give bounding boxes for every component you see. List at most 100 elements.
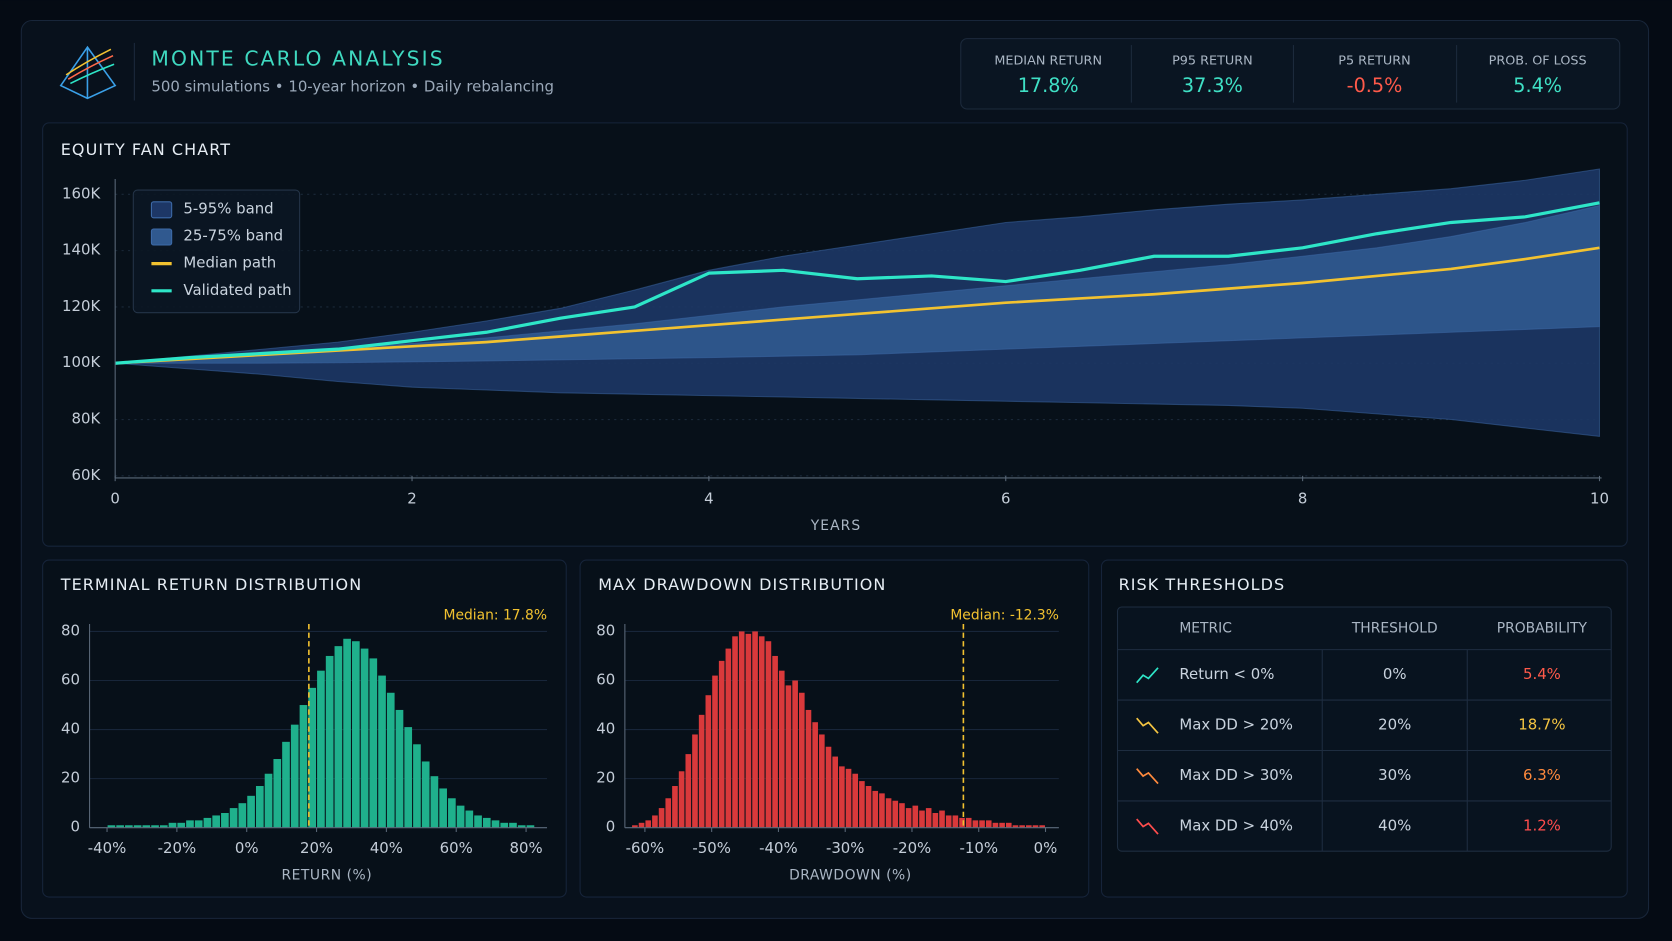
column-header: THRESHOLD — [1351, 620, 1438, 636]
bar — [343, 638, 351, 828]
bar — [959, 817, 965, 828]
bar — [299, 705, 308, 828]
bar — [852, 773, 859, 828]
table-cell: Max DD > 40% — [1179, 817, 1293, 835]
bar — [1005, 822, 1012, 828]
bar — [125, 825, 133, 828]
bar — [712, 675, 718, 828]
bar — [992, 822, 999, 828]
y-tick-label: 60K — [71, 466, 101, 484]
chart-title: EQUITY FAN CHART — [61, 140, 231, 159]
logo — [59, 45, 117, 100]
y-tick-label: 100K — [62, 353, 101, 371]
bar — [879, 793, 885, 828]
x-tick-label: 80% — [510, 839, 543, 857]
kpi-value: 5.4% — [1513, 74, 1562, 97]
bar — [985, 820, 992, 828]
bar — [378, 675, 386, 828]
bar — [658, 808, 665, 828]
bar — [465, 810, 474, 828]
x-tick-label: 6 — [1001, 489, 1010, 507]
bar — [912, 805, 919, 828]
x-tick-label: -60% — [626, 839, 665, 857]
bar — [725, 648, 732, 828]
line — [115, 201, 1600, 365]
kpi-label: P5 RETURN — [1338, 54, 1410, 69]
bar — [177, 822, 186, 828]
table-cell: 20% — [1378, 716, 1411, 734]
bar — [812, 722, 818, 828]
bar — [732, 636, 738, 828]
bar — [632, 825, 638, 828]
legend-label: Validated path — [183, 281, 291, 299]
y-tick-label: 160K — [62, 184, 101, 202]
bar — [979, 820, 985, 828]
bar — [685, 754, 692, 828]
bar — [665, 798, 672, 828]
y-tick-label: 120K — [62, 297, 101, 315]
bar — [999, 822, 1005, 828]
x-tick-label: 10 — [1590, 489, 1609, 507]
bar — [404, 727, 413, 828]
bar — [758, 636, 765, 828]
bar — [107, 825, 116, 828]
bar — [819, 734, 825, 828]
bar — [652, 815, 658, 828]
x-tick-label: 40% — [370, 839, 403, 857]
bar — [282, 741, 290, 828]
bar — [142, 825, 151, 828]
bar — [159, 825, 168, 828]
bar — [116, 825, 124, 828]
bar — [517, 825, 526, 828]
y-tick-label: 20 — [61, 769, 80, 787]
bar — [151, 825, 159, 828]
table-cell: Max DD > 30% — [1179, 766, 1293, 784]
bar — [212, 815, 220, 828]
bar — [168, 822, 177, 828]
bar — [872, 790, 879, 828]
bar — [317, 670, 325, 828]
bar — [500, 822, 509, 828]
legend-box — [132, 189, 301, 314]
chart-title: MAX DRAWDOWN DISTRIBUTION — [598, 575, 886, 594]
legend-label: 5-95% band — [183, 199, 273, 217]
bar — [965, 817, 972, 828]
row-icon — [1136, 818, 1159, 835]
bar — [865, 786, 872, 828]
y-tick-label: 40 — [596, 720, 615, 738]
row-icon — [1136, 768, 1159, 785]
x-tick-label: -10% — [959, 839, 998, 857]
y-tick-label: 0 — [606, 818, 615, 836]
bar — [925, 808, 932, 828]
bar — [718, 660, 725, 828]
page-subtitle: 500 simulations • 10-year horizon • Dail… — [151, 78, 553, 96]
bar — [859, 781, 865, 828]
kpi-box — [960, 38, 1621, 110]
y-tick-label: 80K — [71, 410, 101, 428]
bar — [638, 822, 645, 828]
bar — [772, 655, 778, 828]
x-tick-label: -40% — [759, 839, 798, 857]
kpi-value: -0.5% — [1347, 74, 1403, 97]
x-tick-label: 4 — [704, 489, 713, 507]
legend-swatch — [150, 201, 173, 219]
bar — [369, 658, 378, 828]
y-tick-label: 80 — [61, 621, 80, 639]
bar — [972, 820, 979, 828]
bar — [482, 817, 491, 828]
bar — [386, 692, 395, 828]
y-tick-label: 60 — [596, 670, 615, 688]
y-tick-label: 0 — [70, 818, 79, 836]
bar — [430, 776, 439, 828]
bar — [273, 759, 282, 828]
risk-table — [1116, 606, 1612, 852]
x-tick-label: 0% — [235, 839, 259, 857]
bar — [1019, 825, 1025, 828]
x-tick-label: -50% — [692, 839, 731, 857]
x-tick-label: 0 — [110, 489, 119, 507]
bar — [832, 756, 838, 828]
bar — [421, 761, 430, 828]
bar — [247, 795, 255, 828]
bar — [352, 641, 360, 828]
